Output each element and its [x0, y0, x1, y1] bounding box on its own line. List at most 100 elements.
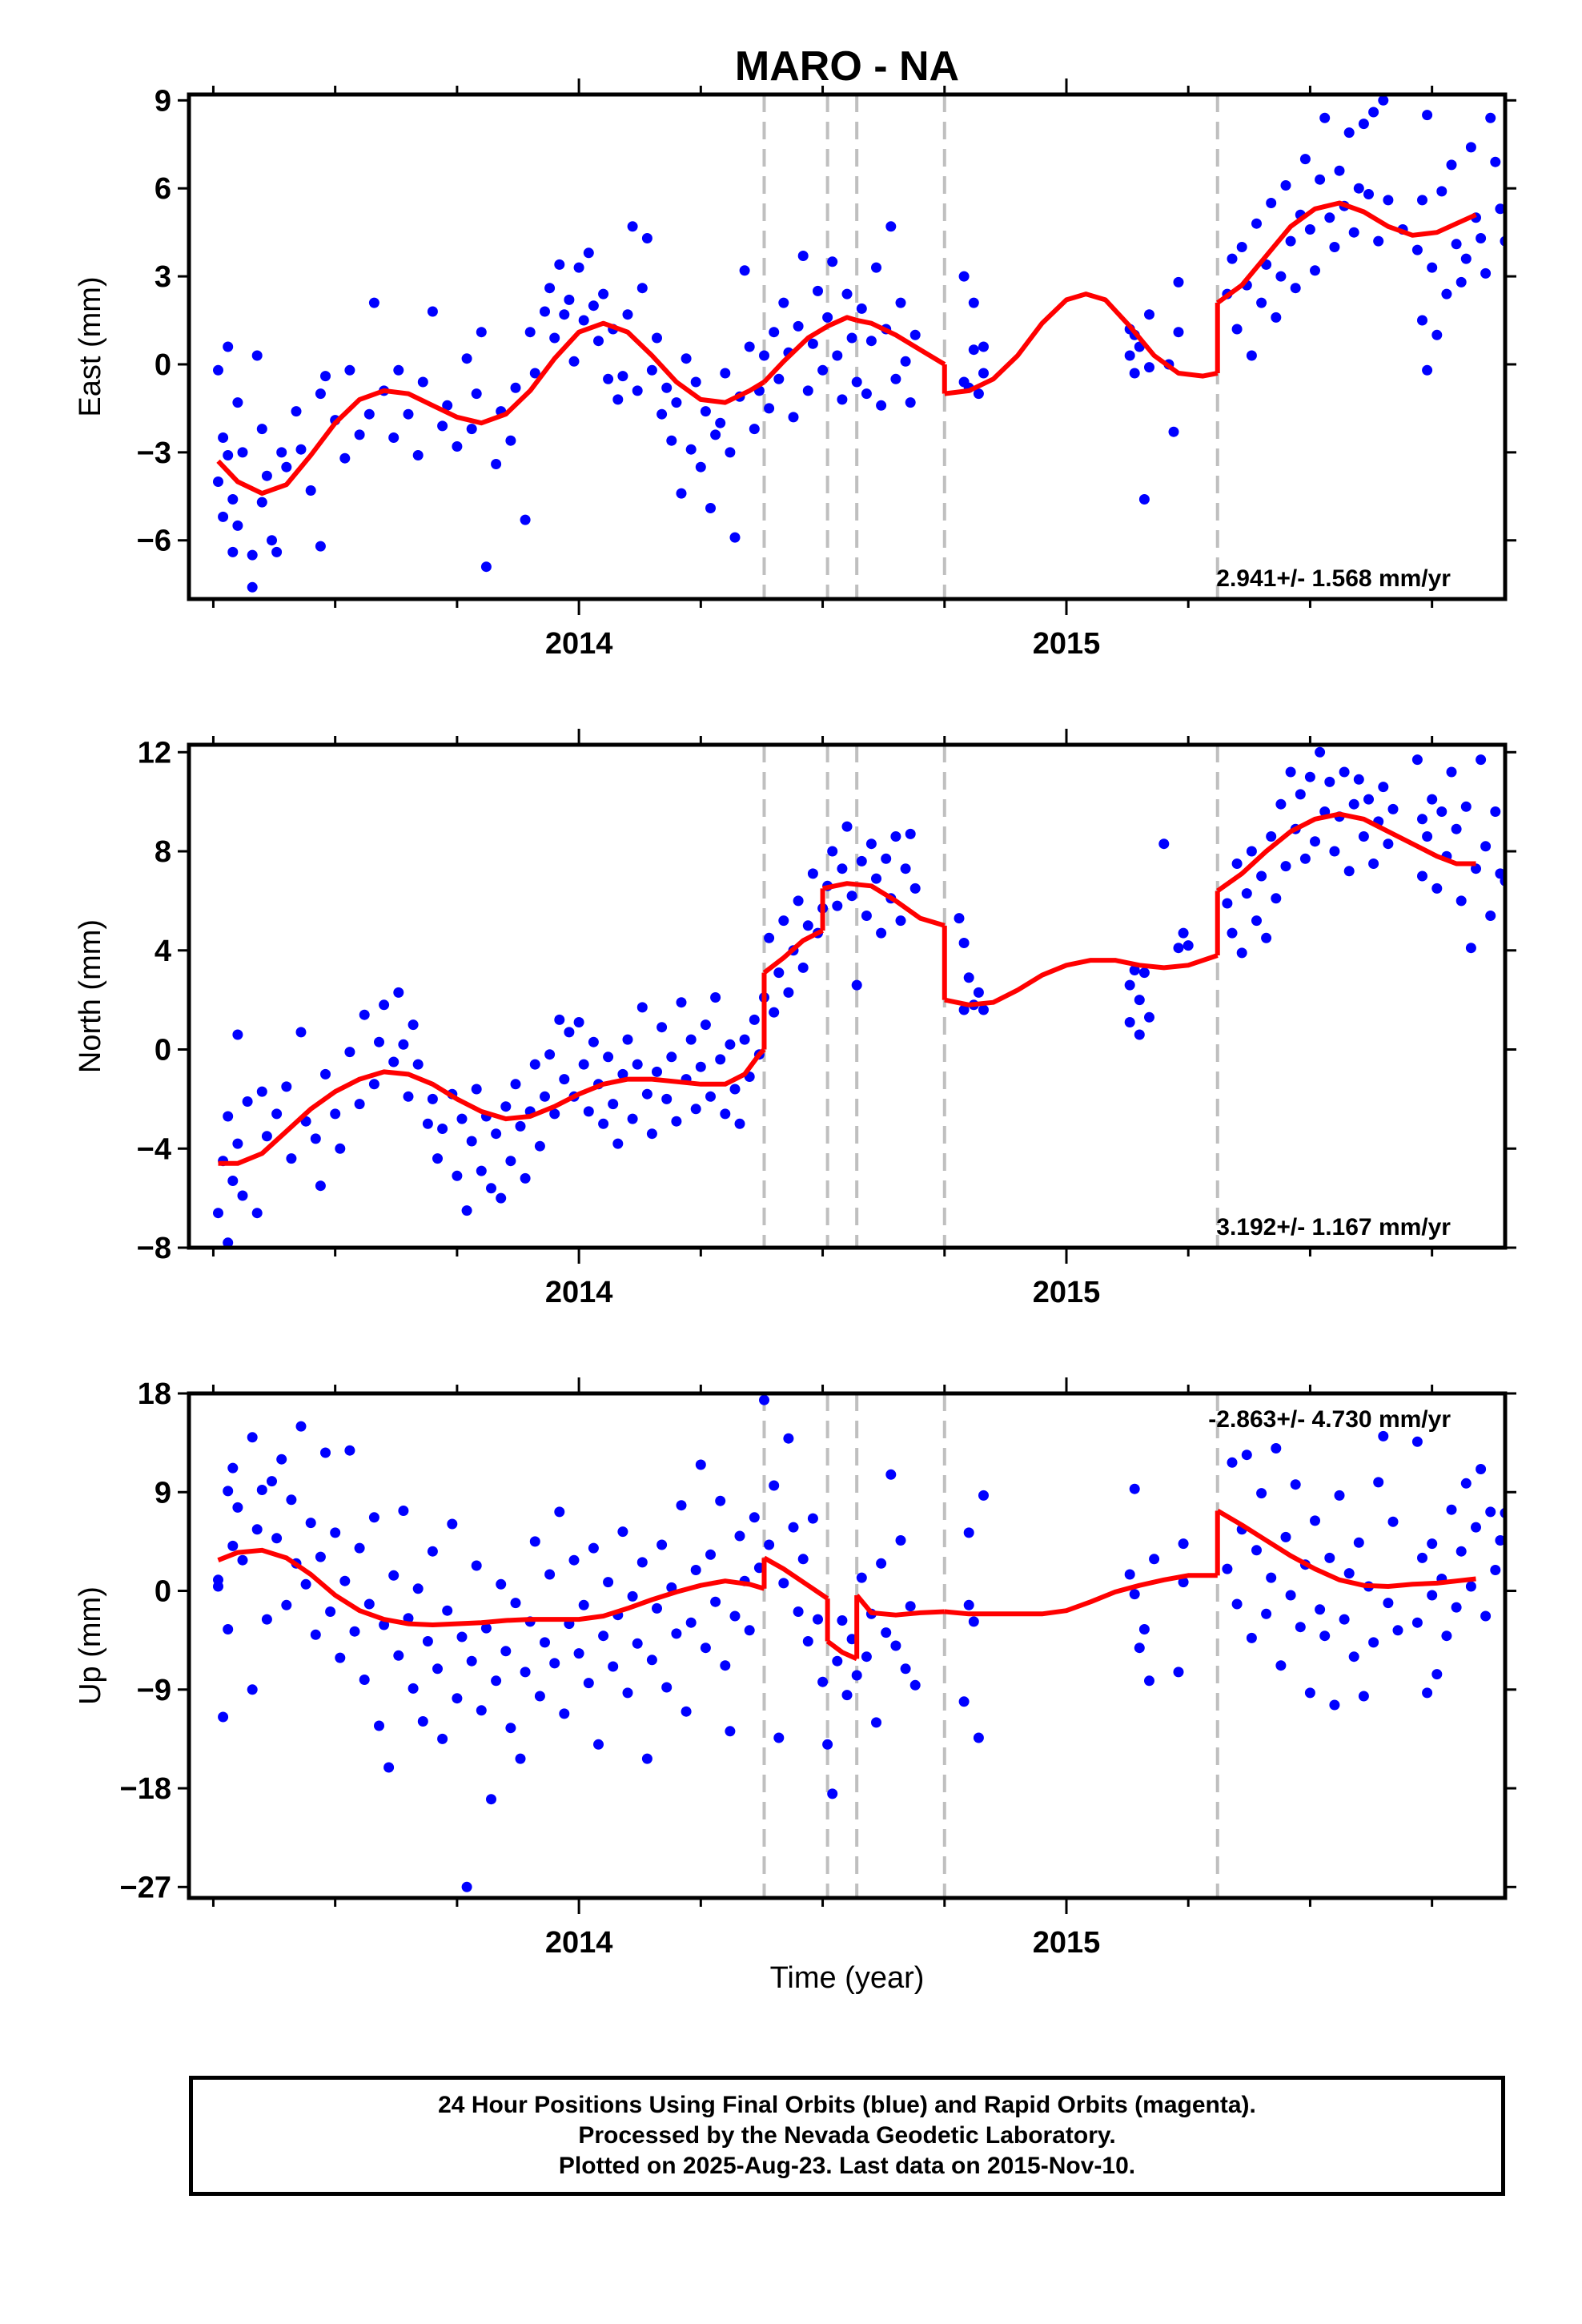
- north-data-point: [466, 1136, 477, 1147]
- east-data-point: [1378, 94, 1389, 106]
- up-data-point: [554, 1506, 565, 1518]
- north-data-point: [1222, 898, 1233, 909]
- up-data-point: [227, 1462, 239, 1474]
- north-model-segment-1: [762, 928, 824, 975]
- up-data-point: [383, 1762, 395, 1773]
- east-data-point: [1465, 142, 1476, 153]
- east-model-segment-3: [944, 292, 1219, 396]
- east-data-point: [583, 247, 594, 259]
- east-data-point: [247, 549, 258, 561]
- east-data-point: [427, 306, 438, 317]
- up-data-point: [398, 1506, 409, 1516]
- north-data-point: [909, 883, 921, 894]
- north-y-tick-label: 0: [155, 1034, 171, 1068]
- north-data-point: [388, 1056, 400, 1068]
- east-data-point: [656, 408, 668, 420]
- east-data-point: [223, 341, 234, 352]
- up-data-point: [500, 1646, 512, 1657]
- up-data-point: [1456, 1546, 1467, 1557]
- east-data-point: [344, 364, 355, 376]
- up-data-point: [237, 1554, 248, 1566]
- north-data-point: [422, 1118, 433, 1129]
- east-data-point: [1246, 350, 1257, 361]
- north-data-point: [608, 1099, 619, 1110]
- east-data-point: [710, 429, 721, 440]
- north-data-point: [335, 1143, 346, 1154]
- up-data-point: [1334, 1490, 1345, 1501]
- east-data-point: [778, 297, 789, 308]
- east-data-point: [1173, 276, 1184, 287]
- north-data-point: [379, 999, 390, 1011]
- north-data-point: [583, 1106, 594, 1117]
- east-data-point: [1310, 265, 1320, 276]
- east-data-point: [315, 541, 326, 552]
- east-data-point: [1476, 233, 1487, 243]
- east-data-point: [865, 336, 877, 347]
- up-data-point: [1368, 1637, 1379, 1648]
- up-data-point: [749, 1512, 760, 1523]
- north-data-point: [232, 1029, 243, 1040]
- north-x-tick-label: 2015: [1033, 1276, 1101, 1309]
- north-data-point: [344, 1047, 355, 1058]
- north-data-point: [432, 1153, 443, 1164]
- up-data-point: [1275, 1660, 1287, 1671]
- north-data-point: [256, 1086, 267, 1097]
- north-data-point: [1246, 846, 1257, 857]
- north-y-tick-label: −8: [137, 1232, 171, 1265]
- north-data-point: [1343, 866, 1355, 877]
- east-data-point: [466, 424, 477, 435]
- up-data-point: [1446, 1504, 1457, 1515]
- up-data-point: [622, 1687, 633, 1699]
- north-data-point: [769, 1007, 780, 1018]
- east-data-point: [846, 332, 857, 344]
- east-data-point: [1480, 267, 1492, 279]
- north-data-point: [598, 1118, 609, 1129]
- east-y-axis-label: East (mm): [74, 276, 107, 416]
- north-data-point: [652, 1066, 662, 1077]
- up-data-point: [227, 1540, 239, 1551]
- up-data-point: [890, 1640, 901, 1651]
- east-data-point: [813, 285, 823, 296]
- north-data-point: [261, 1131, 272, 1142]
- up-data-point: [690, 1565, 701, 1575]
- east-data-point: [1456, 276, 1467, 287]
- north-data-point: [281, 1081, 292, 1092]
- up-data-point: [1138, 1624, 1150, 1634]
- east-data-point: [871, 262, 881, 273]
- up-data-point: [349, 1626, 360, 1637]
- north-data-point: [958, 938, 970, 948]
- north-data-point: [1241, 888, 1252, 899]
- up-data-point: [822, 1739, 833, 1750]
- east-data-point: [540, 306, 550, 317]
- east-y-tick-label: 3: [155, 260, 171, 294]
- east-data-point: [417, 376, 428, 388]
- east-data-point: [1451, 239, 1462, 250]
- east-data-point: [729, 532, 741, 543]
- east-data-point: [223, 450, 234, 460]
- up-data-point: [1358, 1691, 1369, 1702]
- up-data-point: [476, 1705, 487, 1716]
- up-data-point: [1222, 1563, 1233, 1574]
- up-data-point: [310, 1629, 321, 1640]
- east-data-point: [603, 373, 614, 384]
- east-data-point: [524, 327, 536, 338]
- up-data-point: [520, 1667, 531, 1678]
- east-data-point: [247, 581, 258, 593]
- up-data-point: [705, 1549, 716, 1560]
- north-data-point: [671, 1116, 682, 1127]
- east-data-point: [817, 364, 829, 376]
- east-data-point: [471, 388, 482, 400]
- north-data-point: [227, 1176, 239, 1186]
- up-data-point: [778, 1578, 789, 1589]
- east-data-point: [832, 350, 843, 361]
- east-data-point: [1173, 327, 1184, 338]
- up-data-point: [276, 1454, 287, 1465]
- north-frame: [187, 742, 1508, 1250]
- north-data-point: [549, 1108, 560, 1120]
- north-data-point: [807, 868, 818, 879]
- up-data-point: [1144, 1675, 1154, 1687]
- up-data-point: [305, 1518, 316, 1529]
- up-data-point: [744, 1625, 755, 1636]
- up-data-point: [1271, 1443, 1282, 1454]
- north-data-point: [393, 987, 404, 998]
